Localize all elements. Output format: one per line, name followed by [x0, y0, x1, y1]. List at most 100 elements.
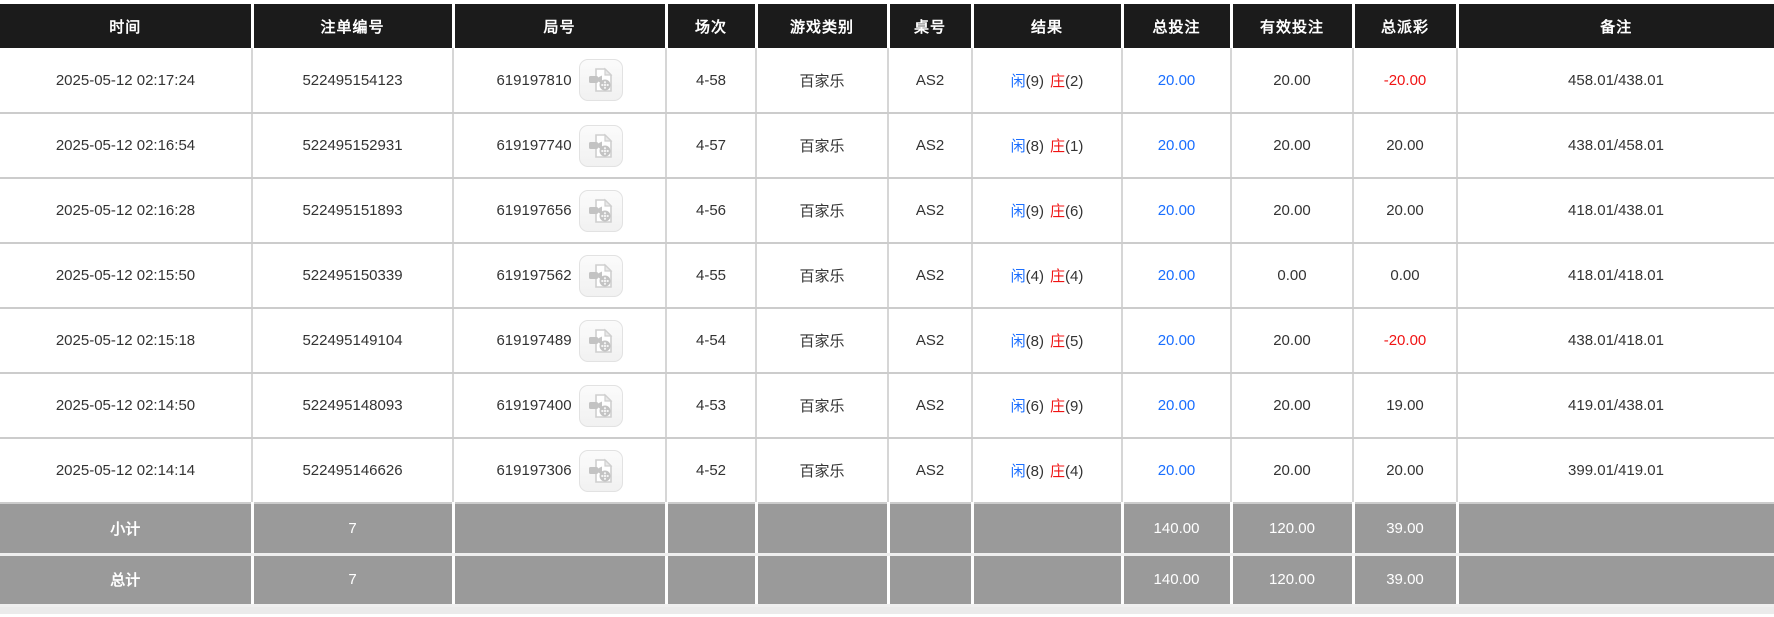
total-valid-bet: 120.00 — [1231, 554, 1355, 607]
cell-bet-id: 522495154123 — [252, 48, 454, 114]
cell-game-type: 百家乐 — [756, 373, 889, 439]
total-empty-session — [666, 554, 758, 607]
video-replay-button[interactable] — [578, 254, 623, 297]
cell-valid-bet: 20.00 — [1231, 438, 1354, 504]
col-payout: 总派彩 — [1353, 4, 1459, 48]
cell-table-id: AS2 — [888, 178, 973, 244]
cell-time: 2025-05-12 02:17:24 — [0, 48, 253, 114]
total-total-bet: 140.00 — [1122, 554, 1233, 607]
cell-result: 闲(4) 庄(4) — [972, 243, 1123, 309]
table-row: 2025-05-12 02:14:50 522495148093 6191974… — [0, 373, 1774, 439]
col-game-type: 游戏类别 — [756, 4, 890, 48]
banker-result-label: 庄 — [1050, 333, 1066, 350]
player-result-value: (6) — [1025, 398, 1044, 415]
bet-records-table: 时间 注单编号 局号 场次 游戏类别 桌号 结果 总投注 有效投注 总派彩 备注… — [0, 4, 1774, 607]
total-empty-remark — [1457, 554, 1774, 607]
cell-payout: 20.00 — [1353, 178, 1458, 244]
cell-bet-id: 522495151893 — [252, 178, 454, 244]
cell-valid-bet: 20.00 — [1231, 48, 1354, 114]
video-replay-button[interactable] — [578, 319, 623, 362]
total-empty-result — [972, 554, 1124, 607]
player-result-value: (8) — [1025, 463, 1044, 480]
video-replay-button[interactable] — [578, 124, 623, 167]
table-row: 2025-05-12 02:15:50 522495150339 6191975… — [0, 243, 1774, 309]
banker-result-value: (6) — [1065, 203, 1084, 220]
subtotal-empty-result — [972, 503, 1124, 556]
video-replay-icon — [588, 263, 612, 288]
banker-result-label: 庄 — [1050, 138, 1066, 155]
cell-result: 闲(8) 庄(4) — [972, 438, 1123, 504]
video-replay-button[interactable] — [578, 189, 623, 232]
banker-result-value: (1) — [1065, 138, 1084, 155]
cell-total-bet[interactable]: 20.00 — [1122, 308, 1232, 374]
subtotal-empty-game — [756, 503, 890, 556]
subtotal-empty-table — [888, 503, 974, 556]
cell-session: 4-55 — [666, 243, 757, 309]
cell-bet-id: 522495149104 — [252, 308, 454, 374]
player-result-value: (9) — [1025, 72, 1044, 90]
cell-table-id: AS2 — [888, 438, 973, 504]
col-time: 时间 — [0, 4, 254, 48]
player-result-label: 闲 — [1010, 138, 1026, 155]
cell-remark: 438.01/418.01 — [1457, 308, 1774, 374]
cell-session: 4-53 — [666, 373, 757, 439]
cell-game-type: 百家乐 — [756, 178, 889, 244]
cell-total-bet[interactable]: 20.00 — [1122, 243, 1232, 309]
subtotal-label: 小计 — [0, 503, 254, 556]
col-total-bet: 总投注 — [1122, 4, 1233, 48]
cell-remark: 399.01/419.01 — [1457, 438, 1774, 504]
cell-table-id: AS2 — [888, 113, 973, 179]
cell-session: 4-54 — [666, 308, 757, 374]
cell-total-bet[interactable]: 20.00 — [1122, 438, 1232, 504]
player-result-label: 闲 — [1010, 333, 1026, 350]
cell-bet-id: 522495150339 — [252, 243, 454, 309]
cell-session: 4-58 — [666, 48, 757, 114]
cell-game-type: 百家乐 — [756, 243, 889, 309]
cell-session: 4-52 — [666, 438, 757, 504]
cell-game-type: 百家乐 — [756, 438, 889, 504]
video-replay-button[interactable] — [578, 59, 623, 101]
cell-game-type: 百家乐 — [756, 48, 889, 114]
video-replay-button[interactable] — [578, 384, 623, 427]
cell-total-bet[interactable]: 20.00 — [1122, 48, 1232, 114]
cell-total-bet[interactable]: 20.00 — [1122, 178, 1232, 244]
col-remark: 备注 — [1457, 4, 1774, 48]
total-row: 总计 7 140.00 120.00 39.00 — [0, 554, 1774, 607]
cell-table-id: AS2 — [888, 308, 973, 374]
cell-session: 4-57 — [666, 113, 757, 179]
player-result-value: (8) — [1025, 138, 1044, 155]
cell-session: 4-56 — [666, 178, 757, 244]
cell-remark: 418.01/418.01 — [1457, 243, 1774, 309]
header-row: 时间 注单编号 局号 场次 游戏类别 桌号 结果 总投注 有效投注 总派彩 备注 — [0, 4, 1774, 48]
cell-result: 闲(8) 庄(5) — [972, 308, 1123, 374]
cell-valid-bet: 20.00 — [1231, 373, 1354, 439]
round-id-text: 619197306 — [496, 462, 572, 479]
round-id-text: 619197489 — [496, 332, 572, 349]
total-empty-game — [756, 554, 890, 607]
video-replay-icon — [588, 198, 612, 223]
table-row: 2025-05-12 02:14:14 522495146626 6191973… — [0, 438, 1774, 504]
table-row: 2025-05-12 02:16:54 522495152931 6191977… — [0, 113, 1774, 179]
cell-result: 闲(9) 庄(6) — [972, 178, 1123, 244]
video-replay-icon — [588, 328, 612, 353]
banker-result-value: (4) — [1065, 463, 1084, 480]
cell-bet-id: 522495148093 — [252, 373, 454, 439]
cell-time: 2025-05-12 02:15:18 — [0, 308, 253, 374]
cell-total-bet[interactable]: 20.00 — [1122, 113, 1232, 179]
cell-valid-bet: 0.00 — [1231, 243, 1354, 309]
banker-result-value: (2) — [1065, 72, 1084, 90]
total-empty-round — [453, 554, 668, 607]
video-replay-icon — [588, 393, 612, 418]
cell-round-id: 619197489 — [453, 308, 667, 374]
banker-result-value: (9) — [1065, 398, 1084, 415]
video-replay-button[interactable] — [578, 449, 623, 492]
cell-game-type: 百家乐 — [756, 113, 889, 179]
cell-table-id: AS2 — [888, 48, 973, 114]
bottom-edge — [0, 606, 1774, 614]
cell-total-bet[interactable]: 20.00 — [1122, 373, 1232, 439]
col-round-id: 局号 — [453, 4, 668, 48]
cell-payout: 20.00 — [1353, 113, 1458, 179]
player-result-label: 闲 — [1010, 398, 1026, 415]
table-row: 2025-05-12 02:15:18 522495149104 6191974… — [0, 308, 1774, 374]
